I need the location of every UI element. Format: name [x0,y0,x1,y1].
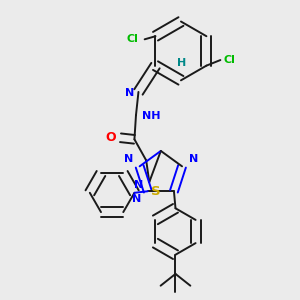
Text: N: N [125,88,135,98]
Text: N: N [132,194,141,204]
Text: NH: NH [142,111,160,121]
Text: N: N [124,154,133,164]
Text: H: H [177,58,186,68]
Text: N: N [189,154,198,164]
Text: Cl: Cl [224,55,235,65]
Text: S: S [151,184,160,197]
Text: N: N [134,180,143,190]
Text: O: O [105,131,116,144]
Text: Cl: Cl [127,34,139,44]
